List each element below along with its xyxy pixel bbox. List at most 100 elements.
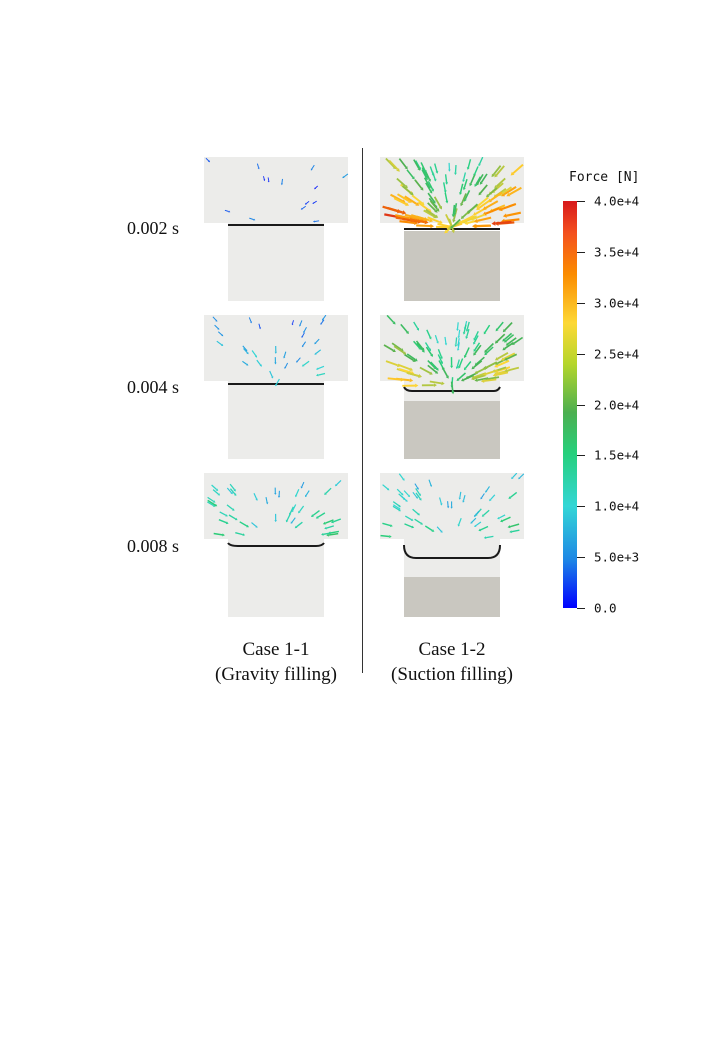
- force-arrow: [490, 494, 496, 500]
- force-arrow: [283, 351, 287, 357]
- force-arrow: [497, 352, 509, 360]
- force-arrow-head: [301, 335, 304, 338]
- force-arrow-head: [420, 522, 423, 525]
- force-arrow-head: [228, 210, 231, 213]
- force-arrow: [503, 352, 516, 360]
- force-arrow: [429, 166, 434, 175]
- force-arrow-head: [466, 167, 470, 170]
- force-arrow-head: [456, 348, 460, 351]
- force-arrow-head: [415, 202, 420, 206]
- force-arrow: [392, 501, 400, 507]
- force-arrow-head: [414, 358, 418, 362]
- force-arrow-head: [304, 202, 307, 205]
- force-arrow: [412, 508, 419, 515]
- force-arrow: [328, 532, 339, 536]
- force-arrow: [420, 162, 426, 172]
- force-arrow-head: [455, 366, 459, 370]
- force-arrow: [444, 336, 447, 344]
- force-arrow-head: [502, 213, 507, 218]
- force-arrow: [464, 361, 472, 369]
- force-arrow-head: [473, 352, 477, 356]
- force-arrow: [218, 519, 227, 524]
- force-arrow: [441, 367, 449, 377]
- force-arrow-head: [473, 349, 477, 352]
- force-arrow: [468, 203, 478, 213]
- force-arrow-head: [485, 490, 488, 493]
- force-arrow: [492, 165, 502, 176]
- force-arrow: [387, 377, 401, 381]
- force-arrow-head: [234, 493, 237, 496]
- force-arrow-head: [246, 524, 249, 528]
- force-arrow: [296, 357, 301, 362]
- time-label-0002: 0.002 s: [127, 218, 180, 238]
- colorbar-tick-label: 0.0: [594, 600, 617, 616]
- force-arrow-head: [398, 504, 401, 508]
- force-arrow: [461, 215, 474, 223]
- force-arrow: [393, 197, 407, 205]
- force-arrow: [315, 185, 318, 189]
- force-arrow: [312, 510, 320, 517]
- force-arrow: [462, 172, 467, 180]
- force-arrow: [413, 321, 419, 330]
- force-arrow-head: [427, 185, 431, 189]
- force-arrow: [298, 505, 305, 512]
- force-arrow: [428, 479, 432, 486]
- force-arrow: [275, 378, 280, 385]
- force-arrow: [253, 493, 258, 500]
- force-arrow: [456, 359, 460, 368]
- force-arrow: [224, 209, 229, 212]
- colorbar-tick-mark: [577, 557, 585, 559]
- force-arrow-head: [392, 321, 396, 325]
- force-arrow-head: [246, 363, 249, 366]
- force-arrow-head: [428, 178, 431, 182]
- force-arrow-head: [208, 160, 210, 163]
- force-arrow-head: [493, 371, 498, 376]
- force-arrow: [398, 367, 412, 374]
- force-arrow-head: [335, 483, 338, 487]
- case-title-gravity-line2: (Gravity filling): [215, 664, 337, 685]
- force-arrow-head: [474, 370, 478, 375]
- force-arrow-head: [298, 510, 301, 514]
- force-arrow-head: [489, 498, 492, 502]
- panel-gravity-0004: [204, 315, 350, 461]
- force-arrow-head: [402, 210, 407, 215]
- force-arrow: [413, 340, 421, 349]
- force-arrow: [296, 521, 303, 528]
- force-arrow: [281, 178, 283, 184]
- force-arrow-head: [450, 506, 453, 509]
- force-arrow: [401, 185, 412, 195]
- force-arrow-head: [483, 331, 487, 335]
- colorbar-tick-mark: [577, 353, 585, 355]
- colorbar-tick-label: 5.0e+3: [594, 549, 640, 565]
- force-arrow: [434, 163, 438, 172]
- force-arrow: [490, 191, 503, 202]
- force-arrow: [485, 207, 500, 215]
- force-arrow: [508, 186, 522, 196]
- force-arrow-head: [447, 506, 450, 509]
- force-arrow-head: [217, 493, 221, 496]
- force-arrow: [214, 324, 219, 329]
- force-arrow: [406, 169, 414, 178]
- force-arrow-head: [222, 533, 225, 537]
- force-arrow-head: [505, 342, 509, 346]
- force-arrow-head: [220, 343, 224, 346]
- force-arrow: [504, 342, 514, 350]
- force-arrow-head: [476, 182, 480, 186]
- force-arrow-head: [478, 528, 482, 532]
- force-arrow: [427, 216, 441, 224]
- force-arrow: [459, 183, 464, 193]
- force-arrow-head: [424, 219, 429, 225]
- force-arrow-head: [508, 496, 512, 499]
- force-arrow: [403, 490, 410, 496]
- force-arrow-head: [242, 533, 246, 536]
- force-arrow: [229, 483, 235, 491]
- force-arrow-head: [480, 379, 485, 383]
- force-arrow-head: [415, 496, 418, 499]
- force-arrow-head: [472, 224, 476, 229]
- force-arrow-head: [225, 514, 228, 517]
- force-arrow: [295, 488, 300, 496]
- force-arrow: [485, 200, 499, 209]
- force-vectors: [207, 479, 342, 537]
- force-arrow-head: [326, 533, 330, 537]
- force-arrow: [506, 353, 518, 360]
